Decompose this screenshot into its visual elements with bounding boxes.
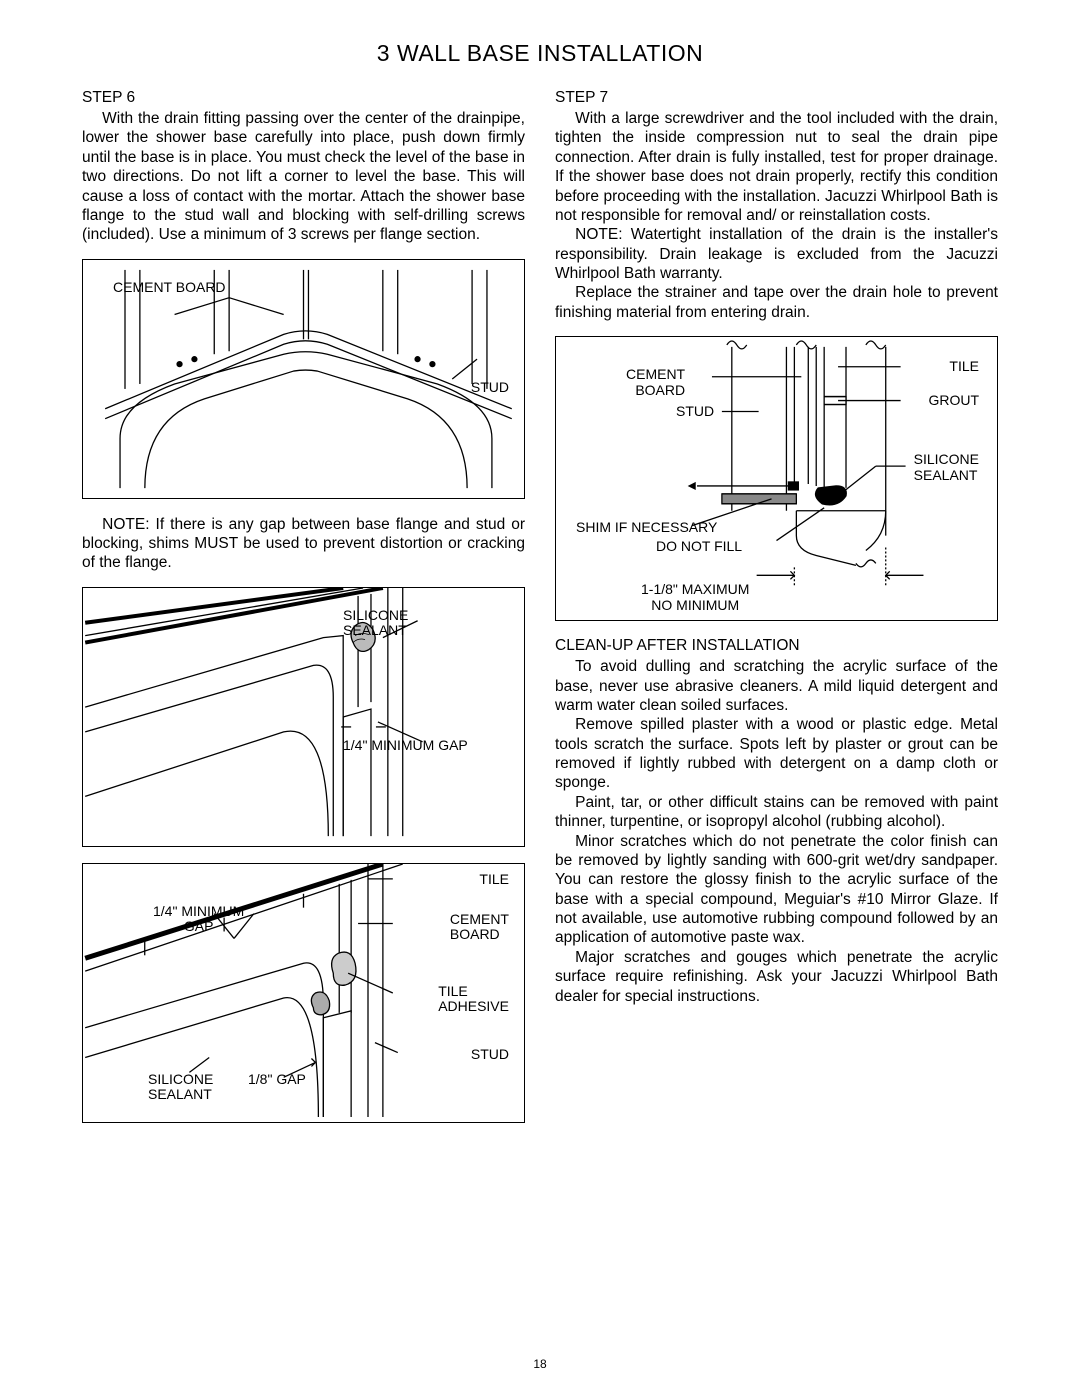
figure-wall-section: TILE CEMENT BOARD GROUT STUD SILICONE SE… xyxy=(555,336,998,621)
fig4-label-cement-board: CEMENT BOARD xyxy=(626,367,685,398)
fig3-label-cement-board: CEMENT BOARD xyxy=(450,912,509,943)
fig3-label-tile: TILE xyxy=(479,872,509,887)
fig4-label-grout: GROUT xyxy=(928,393,979,408)
fig4-label-dimension: 1-1/8" MAXIMUM NO MINIMUM xyxy=(641,582,749,613)
right-column: STEP 7 With a large screwdriver and the … xyxy=(555,89,998,1139)
step7-p3: Replace the strainer and tape over the d… xyxy=(555,283,998,322)
figure-tile-section: TILE CEMENT BOARD TILE ADHESIVE STUD 1/4… xyxy=(82,863,525,1123)
page-title: 3 WALL BASE INSTALLATION xyxy=(82,40,998,67)
fig3-label-silicone: SILICONE SEALANT xyxy=(148,1072,213,1103)
cleanup-heading: CLEAN-UP AFTER INSTALLATION xyxy=(555,637,998,655)
two-column-layout: STEP 6 With the drain fitting passing ov… xyxy=(82,89,998,1139)
figure-base-corner-svg xyxy=(83,260,524,498)
step7-p1: With a large screwdriver and the tool in… xyxy=(555,109,998,225)
fig4-label-do-not-fill: DO NOT FILL xyxy=(656,539,742,554)
fig2-label-silicone: SILICONE SEALANT xyxy=(343,608,408,639)
fig4-label-shim: SHIM IF NECESSARY xyxy=(576,520,717,535)
fig3-label-min-gap: 1/4" MINIMUM GAP xyxy=(153,904,244,935)
fig4-label-silicone: SILICONE SEALANT xyxy=(914,452,979,483)
step6-paragraph: With the drain fitting passing over the … xyxy=(82,109,525,245)
cleanup-p3: Paint, tar, or other difficult stains ca… xyxy=(555,793,998,832)
step7-p2: NOTE: Watertight installation of the dra… xyxy=(555,225,998,283)
fig1-label-stud: STUD xyxy=(471,380,509,395)
fig3-label-eighth-gap: 1/8" GAP xyxy=(248,1072,306,1087)
left-column: STEP 6 With the drain fitting passing ov… xyxy=(82,89,525,1139)
fig4-label-tile: TILE xyxy=(949,359,979,374)
cleanup-p4: Minor scratches which do not penetrate t… xyxy=(555,832,998,948)
page-number: 18 xyxy=(0,1357,1080,1371)
cleanup-p2: Remove spilled plaster with a wood or pl… xyxy=(555,715,998,793)
fig1-label-cement-board: CEMENT BOARD xyxy=(113,280,226,295)
fig4-label-stud: STUD xyxy=(676,404,714,419)
step6-heading: STEP 6 xyxy=(82,89,525,107)
fig3-label-tile-adhesive: TILE ADHESIVE xyxy=(438,984,509,1015)
fig2-label-gap: 1/4" MINIMUM GAP xyxy=(343,738,468,753)
fig3-label-stud: STUD xyxy=(471,1047,509,1062)
step7-heading: STEP 7 xyxy=(555,89,998,107)
cleanup-p1: To avoid dulling and scratching the acry… xyxy=(555,657,998,715)
step6-note: NOTE: If there is any gap between base f… xyxy=(82,515,525,573)
figure-base-corner: CEMENT BOARD STUD xyxy=(82,259,525,499)
figure-sealant-gap-svg xyxy=(83,588,524,846)
cleanup-p5: Major scratches and gouges which penetra… xyxy=(555,948,998,1006)
figure-sealant-gap: SILICONE SEALANT 1/4" MINIMUM GAP xyxy=(82,587,525,847)
